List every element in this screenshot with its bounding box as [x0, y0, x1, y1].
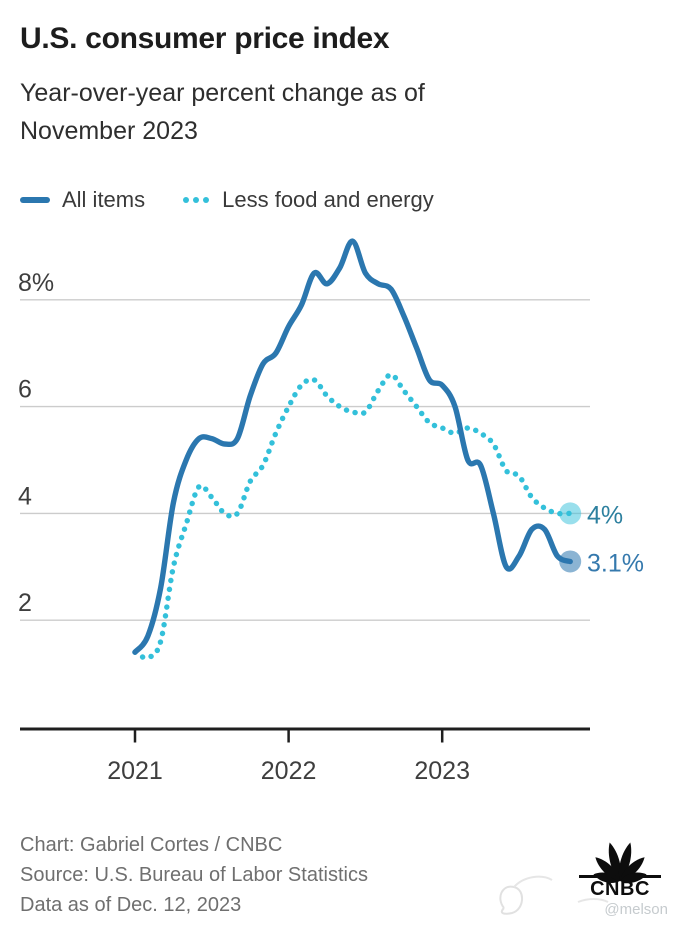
all-items-end-dot — [559, 550, 582, 573]
chart-source: Source: U.S. Bureau of Labor Statistics — [20, 864, 368, 886]
less-food-energy-line — [132, 371, 573, 661]
cnbc-wordmark: CNBC — [579, 875, 661, 900]
less-food-energy-end-label: 4% — [587, 501, 623, 529]
signature-watermark — [499, 875, 609, 915]
legend-label-all-items: All items — [62, 187, 146, 212]
less-food-energy-end-dot — [559, 502, 582, 525]
legend: All items Less food and energy — [20, 185, 434, 215]
y-tick-label: 6 — [18, 376, 32, 404]
y-tick-label: 2 — [18, 589, 32, 617]
chart-as-of: Data as of Dec. 12, 2023 — [20, 894, 242, 916]
dotted-line-icon — [183, 197, 210, 203]
x-tick-label: 2023 — [414, 757, 470, 785]
y-tick-label: 4 — [18, 482, 32, 510]
chart-subtitle: Year-over-year percent change as of Nove… — [20, 74, 425, 150]
cpi-line-chart: 8% 6 4 2 2021 2022 2023 4% 3.1% — [18, 238, 644, 785]
page-title: U.S. consumer price index — [20, 22, 390, 55]
x-tick-label: 2022 — [261, 757, 317, 785]
chart-credit: Chart: Gabriel Cortes / CNBC — [20, 834, 283, 856]
chart-subtitle-line-1: Year-over-year percent change as of — [20, 79, 425, 107]
all-items-end-label: 3.1% — [587, 549, 644, 577]
watermark-handle: @melson — [604, 901, 668, 918]
all-items-line — [132, 238, 573, 655]
chart-footer: Chart: Gabriel Cortes / CNBC Source: U.S… — [20, 830, 368, 920]
cnbc-logo: CNBC @melson — [570, 838, 670, 918]
chart-subtitle-line-2: November 2023 — [20, 117, 198, 145]
solid-line-icon — [20, 197, 50, 203]
x-tick-label: 2021 — [107, 757, 163, 785]
y-tick-label: 8% — [18, 269, 54, 297]
legend-label-less-food-and-energy: Less food and energy — [222, 187, 434, 212]
